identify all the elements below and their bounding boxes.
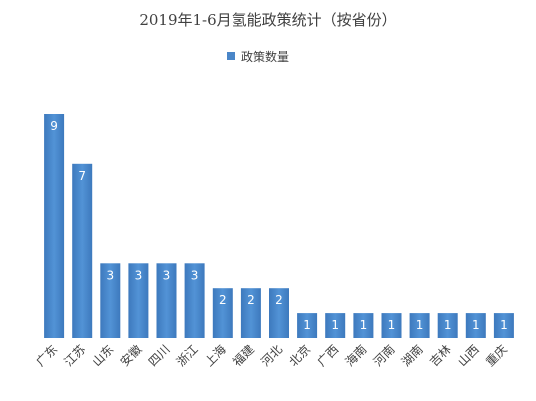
x-tick-label-1: 广东 [33, 342, 60, 369]
x-tick-label-11: 广西 [314, 342, 341, 369]
x-tick-label-15: 吉林 [427, 342, 454, 369]
x-tick-label-9: 河北 [258, 342, 285, 369]
bar-7 [212, 288, 233, 338]
bar-15 [437, 313, 458, 338]
data-labels-group: 9 7 3 3 3 3 2 2 2 1 1 1 1 1 1 1 1 [50, 119, 507, 332]
bar-10 [297, 313, 318, 338]
x-tick-label-8: 福建 [229, 342, 257, 370]
bar-17 [493, 313, 514, 338]
x-tick-label-7: 上海 [201, 342, 229, 370]
bar-11 [325, 313, 346, 338]
data-label-14: 1 [416, 318, 424, 332]
bar-2 [72, 163, 93, 338]
x-tick-label-14: 湖南 [398, 342, 426, 370]
data-label-11: 1 [331, 318, 339, 332]
bar-8 [240, 288, 261, 338]
data-label-13: 1 [388, 318, 396, 332]
data-label-5: 3 [163, 268, 171, 282]
data-label-12: 1 [360, 318, 368, 332]
bar-16 [465, 313, 486, 338]
x-tick-label-12: 海南 [342, 342, 370, 370]
bar-3 [100, 263, 121, 338]
bar-12 [353, 313, 374, 338]
x-tick-labels-group: 广东 江苏 山东 安徽 四川 浙江 上海 福建 河北 北京 广西 海南 河南 湖南 吉林 山西 重庆 [33, 342, 510, 370]
legend-label: 政策数量 [241, 49, 289, 64]
x-tick-label-17: 重庆 [483, 342, 510, 369]
x-tick-label-16: 山西 [455, 342, 482, 369]
data-label-16: 1 [472, 318, 480, 332]
chart-title: 2019年1-6月氢能政策统计（按省份） [139, 11, 396, 29]
bar-13 [381, 313, 402, 338]
x-tick-label-3: 山东 [90, 342, 117, 369]
x-tick-label-10: 北京 [286, 342, 313, 369]
x-tick-label-13: 河南 [370, 342, 398, 370]
data-label-2: 7 [78, 169, 86, 183]
data-label-17: 1 [500, 318, 508, 332]
x-tick-label-6: 浙江 [174, 342, 201, 369]
data-label-9: 2 [275, 293, 283, 307]
legend: 政策数量 [227, 49, 289, 64]
bars-group [44, 114, 514, 338]
data-label-6: 3 [191, 268, 199, 282]
data-label-1: 9 [50, 119, 58, 133]
data-label-4: 3 [135, 268, 143, 282]
x-tick-label-4: 安徽 [117, 342, 145, 370]
x-tick-label-5: 四川 [146, 342, 173, 369]
legend-swatch [227, 52, 235, 60]
data-label-10: 1 [303, 318, 311, 332]
bar-6 [184, 263, 205, 338]
bar-4 [128, 263, 149, 338]
data-label-7: 2 [219, 293, 227, 307]
bar-14 [409, 313, 430, 338]
bar-1 [44, 114, 65, 338]
data-label-15: 1 [444, 318, 452, 332]
bar-9 [269, 288, 289, 338]
data-label-3: 3 [106, 268, 114, 282]
bar-5 [156, 263, 177, 338]
data-label-8: 2 [247, 293, 255, 307]
x-tick-label-2: 江苏 [61, 342, 88, 369]
